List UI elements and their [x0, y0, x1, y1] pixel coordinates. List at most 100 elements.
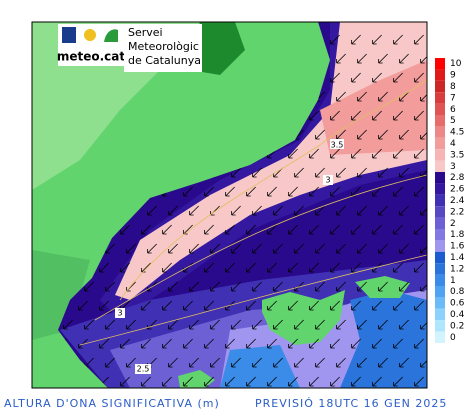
wind-arrow — [399, 53, 409, 64]
wind-arrow — [357, 243, 367, 254]
wind-arrow — [105, 319, 115, 330]
colorbar-swatch — [435, 274, 445, 286]
wind-arrow — [204, 224, 214, 235]
wind-arrow — [189, 243, 199, 254]
colorbar-swatch — [435, 217, 445, 229]
wind-arrow — [399, 243, 409, 254]
wind-arrow — [399, 91, 409, 102]
wind-arrow — [315, 205, 325, 216]
colorbar-label: 2 — [450, 219, 456, 229]
wind-arrow — [393, 224, 403, 235]
wind-arrow — [372, 224, 382, 235]
wind-arrow — [168, 319, 178, 330]
colorbar-swatch — [435, 331, 445, 343]
wind-arrow — [162, 338, 172, 349]
wind-arrow — [189, 281, 199, 292]
wind-arrow — [399, 167, 409, 178]
colorbar-label: 4 — [450, 139, 456, 149]
colorbar-label: 2.8 — [450, 173, 465, 183]
wind-arrow — [120, 376, 130, 387]
wind-arrow — [372, 34, 382, 45]
wind-arrow — [294, 205, 304, 216]
contour-label: 3.5 — [331, 141, 344, 150]
wind-arrow — [141, 338, 151, 349]
wind-arrow — [246, 262, 256, 273]
wind-arrow — [420, 243, 427, 254]
colorbar-swatch — [435, 115, 445, 127]
wind-arrow — [357, 205, 367, 216]
wind-arrow — [315, 167, 325, 178]
wind-arrow — [351, 110, 361, 121]
wind-arrow — [330, 34, 340, 45]
wind-arrow — [336, 167, 346, 178]
wind-arrow — [351, 338, 361, 349]
wind-arrow — [399, 205, 409, 216]
colorbar-swatch — [435, 286, 445, 298]
wind-arrow — [168, 281, 178, 292]
wind-arrow — [399, 357, 409, 368]
wind-arrow — [393, 300, 403, 311]
colorbar-swatch — [435, 80, 445, 93]
wind-arrow — [336, 281, 346, 292]
colorbar-swatch — [435, 137, 445, 150]
wind-arrow — [141, 376, 151, 387]
wind-arrow — [204, 262, 214, 273]
wind-arrow — [378, 167, 388, 178]
wind-arrow — [120, 338, 130, 349]
wind-arrow — [378, 243, 388, 254]
wind-arrow — [120, 262, 130, 273]
wind-arrow — [414, 262, 424, 273]
wind-arrow — [420, 91, 427, 102]
wind-arrow — [414, 34, 424, 45]
wind-arrow — [273, 357, 283, 368]
wind-arrow — [267, 376, 277, 387]
wind-arrow — [372, 300, 382, 311]
wind-arrow — [231, 205, 241, 216]
wind-arrow — [273, 205, 283, 216]
colorbar-label: 1.4 — [450, 253, 465, 263]
wind-arrow — [267, 224, 277, 235]
colorbar-swatch — [435, 308, 445, 321]
wind-arrow — [231, 243, 241, 254]
wind-arrow — [336, 53, 346, 64]
wind-arrow — [99, 262, 109, 273]
wind-arrow — [183, 376, 193, 387]
wind-arrow — [267, 186, 277, 197]
colorbar-swatch — [435, 320, 445, 332]
wind-arrow — [351, 262, 361, 273]
wind-arrow — [414, 72, 424, 83]
wind-arrow — [393, 72, 403, 83]
colorbar-swatch — [435, 58, 445, 70]
wind-arrow — [189, 319, 199, 330]
wind-arrow — [330, 262, 340, 273]
wind-arrow — [246, 224, 256, 235]
org-name: Servei — [128, 26, 163, 39]
wind-arrow — [246, 186, 256, 197]
wind-arrow — [204, 376, 214, 387]
wind-arrow — [168, 205, 178, 216]
wind-arrow — [372, 376, 382, 387]
wind-arrow — [414, 110, 424, 121]
wind-arrow — [126, 357, 136, 368]
wind-arrow — [336, 319, 346, 330]
wind-arrow — [378, 129, 388, 140]
wind-arrow — [231, 357, 241, 368]
wind-arrow — [309, 110, 319, 121]
wind-arrow — [147, 205, 157, 216]
wind-arrow — [378, 319, 388, 330]
wind-arrow — [336, 357, 346, 368]
colorbar-label: 1.6 — [450, 242, 465, 252]
wind-arrow — [420, 357, 427, 368]
wind-arrow — [414, 376, 424, 387]
wind-arrow — [309, 148, 319, 159]
wind-arrow — [330, 186, 340, 197]
wind-arrow — [246, 376, 256, 387]
wind-arrow — [393, 338, 403, 349]
wind-arrow — [330, 224, 340, 235]
wind-arrow — [294, 357, 304, 368]
wind-arrow — [210, 319, 220, 330]
wind-arrow — [225, 186, 235, 197]
wind-arrow — [330, 110, 340, 121]
wind-arrow — [372, 72, 382, 83]
